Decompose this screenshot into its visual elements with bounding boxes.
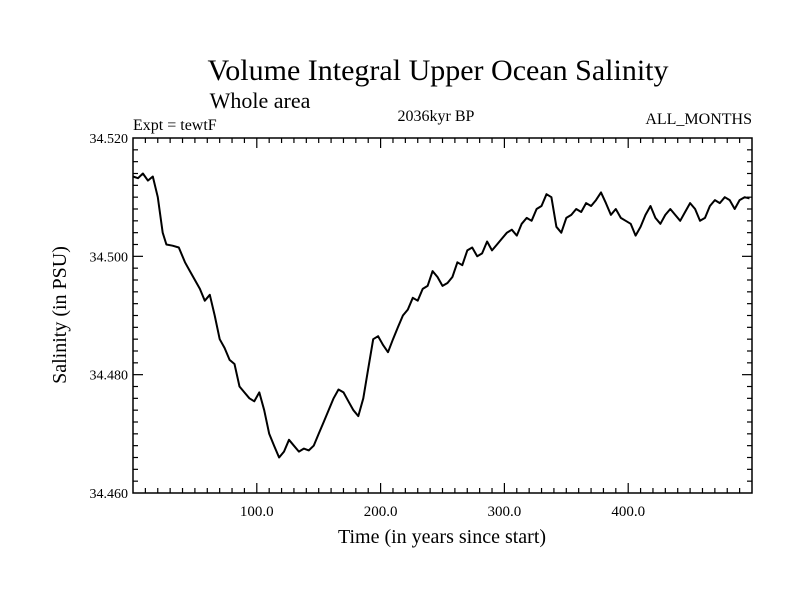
period-label: 2036kyr BP — [398, 108, 475, 125]
y-tick-label: 34.520 — [90, 132, 129, 147]
chart-title: Volume Integral Upper Ocean Salinity — [208, 54, 669, 87]
axis-ticks — [133, 138, 752, 493]
axis-tick-labels: 100.0 200.0 300.0 400.0 34.460 34.480 34.500 34… — [90, 132, 646, 520]
x-axis-label: Time (in years since start) — [338, 526, 546, 548]
x-tick-label: 300.0 — [488, 504, 522, 520]
x-tick-label: 200.0 — [364, 504, 398, 520]
x-tick-label: 100.0 — [240, 504, 274, 520]
salinity-series-line — [132, 172, 750, 459]
y-tick-label: 34.500 — [90, 250, 129, 265]
experiment-label: Expt = tewtF — [133, 117, 217, 134]
months-label: ALL_MONTHS — [645, 111, 752, 128]
chart-subtitle: Whole area — [210, 88, 311, 113]
plot-frame — [132, 137, 753, 494]
y-tick-label: 34.480 — [90, 369, 129, 384]
x-tick-label: 400.0 — [611, 504, 645, 520]
y-axis-label: Salinity (in PSU) — [49, 246, 71, 384]
y-tick-label: 34.460 — [90, 487, 129, 502]
